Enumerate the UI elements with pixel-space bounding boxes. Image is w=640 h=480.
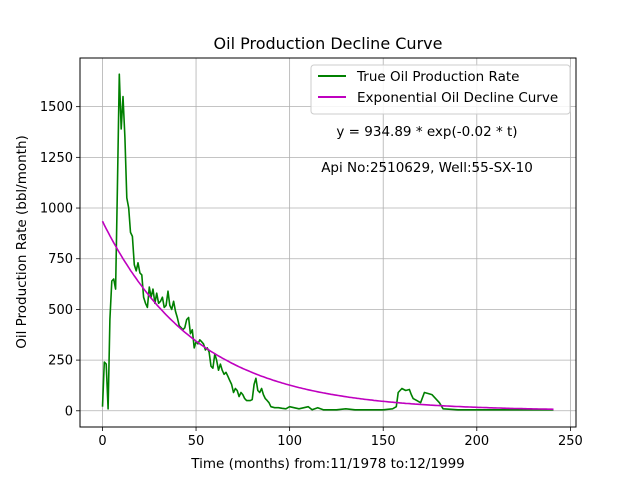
series-line-true-oil bbox=[101, 73, 554, 411]
legend-box bbox=[310, 64, 571, 115]
chart-title: Oil Production Decline Curve bbox=[214, 34, 443, 53]
y-tick-label: 1250 bbox=[40, 151, 73, 166]
legend-label-exponential: Exponential Oil Decline Curve bbox=[357, 90, 558, 106]
well-annotation: Api No:2510629, Well:55-SX-10 bbox=[321, 160, 533, 176]
plot-area bbox=[101, 73, 554, 411]
ticks: 0 50 100 150 200 250 0 250 500 750 1000 1250 1500 bbox=[40, 100, 583, 449]
y-tick-label: 250 bbox=[48, 354, 73, 369]
x-axis-label: Time (months) from:11/1978 to:12/1999 bbox=[190, 456, 465, 472]
y-axis-label: Oil Production Rate (bbl/month) bbox=[14, 135, 30, 349]
legend: True Oil Production Rate Exponential Oil… bbox=[310, 64, 571, 115]
y-tick-label: 500 bbox=[48, 303, 73, 318]
y-tick-label: 1500 bbox=[40, 100, 73, 115]
x-tick-label: 150 bbox=[371, 434, 396, 449]
y-tick-label: 1000 bbox=[40, 202, 73, 217]
x-tick-label: 50 bbox=[188, 434, 205, 449]
y-tick-label: 0 bbox=[65, 404, 73, 419]
x-tick-label: 0 bbox=[98, 434, 106, 449]
equation-annotation: y = 934.89 * exp(-0.02 * t) bbox=[336, 124, 517, 140]
grid bbox=[80, 58, 576, 427]
plot-frame bbox=[79, 57, 577, 428]
series-line-exponential bbox=[101, 220, 554, 411]
x-tick-label: 200 bbox=[464, 434, 489, 449]
y-tick-label: 750 bbox=[48, 252, 73, 267]
x-tick-label: 100 bbox=[277, 434, 302, 449]
x-tick-label: 250 bbox=[558, 434, 583, 449]
legend-label-true-oil: True Oil Production Rate bbox=[356, 69, 519, 85]
